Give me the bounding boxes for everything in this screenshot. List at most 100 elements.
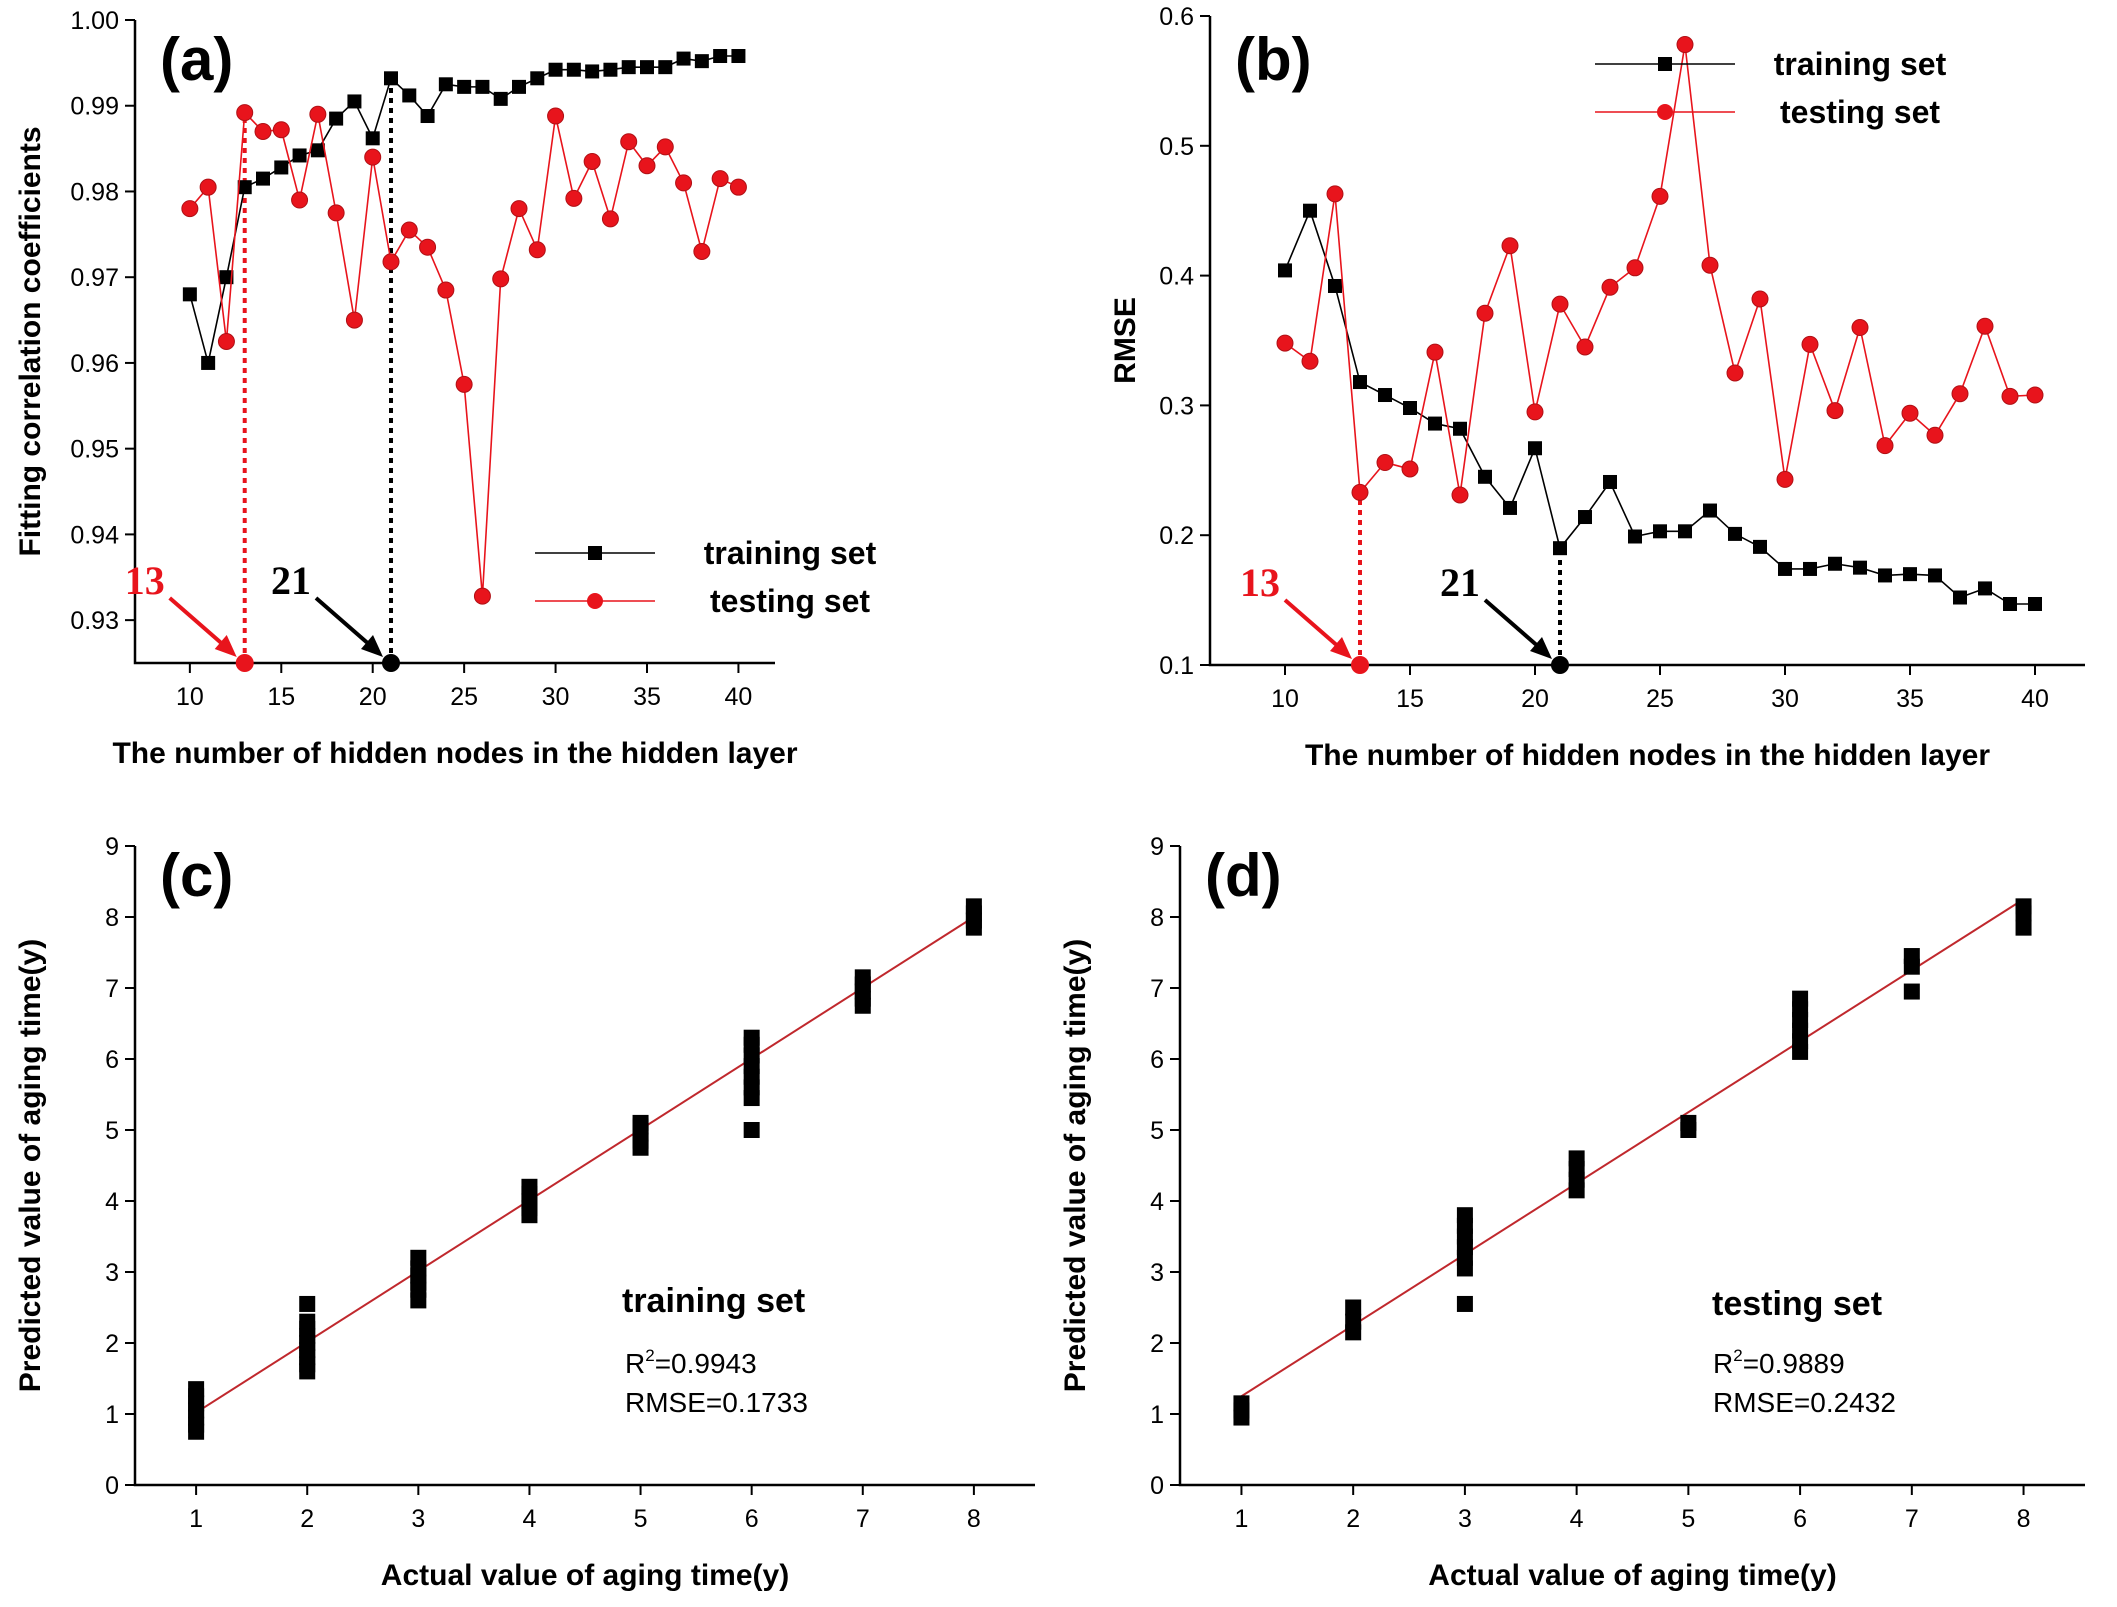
x-tick-label: 2 — [300, 1505, 314, 1533]
axes-frame — [133, 20, 775, 665]
data-point-testing — [1676, 36, 1694, 54]
y-tick-label: 0.97 — [70, 264, 119, 292]
data-point — [410, 1249, 427, 1266]
data-point-training — [1703, 503, 1717, 518]
data-point — [1903, 948, 1920, 965]
y-tick-label: 8 — [1150, 904, 1164, 932]
data-point-training — [1853, 560, 1867, 575]
fit-line — [195, 916, 975, 1414]
data-point — [188, 1381, 205, 1398]
data-point — [521, 1178, 538, 1195]
data-point-training — [1953, 590, 1967, 605]
y-tick-label: 0.2 — [1159, 522, 1194, 550]
data-point-training — [1878, 568, 1892, 583]
data-point-training — [2028, 596, 2042, 611]
x-tick-label: 8 — [2017, 1505, 2031, 1533]
annotation-label-21: 21 — [1440, 560, 1480, 605]
data-point-testing — [1651, 187, 1669, 205]
data-point — [1456, 1207, 1473, 1224]
data-point-training — [1653, 524, 1667, 539]
data-point-training — [493, 91, 508, 106]
data-point — [1792, 990, 1809, 1007]
y-axis-title: RMSE — [1109, 297, 1142, 384]
data-point-training — [219, 270, 234, 285]
data-point-testing — [1276, 334, 1294, 352]
y-tick-label: 5 — [1150, 1117, 1164, 1145]
x-tick-label: 20 — [1521, 685, 1549, 713]
legend-label-testing: testing set — [1780, 94, 1940, 130]
data-point-training — [585, 64, 600, 79]
y-tick-label: 3 — [105, 1259, 119, 1287]
annotation-arrowhead-21 — [1530, 637, 1552, 659]
legend-marker — [1658, 57, 1672, 71]
data-point-testing — [272, 121, 290, 139]
data-point — [1680, 1114, 1697, 1131]
x-tick-label: 5 — [634, 1505, 648, 1533]
data-point-testing — [400, 221, 418, 239]
x-tick-label: 6 — [1793, 1505, 1807, 1533]
x-tick-label: 25 — [450, 683, 478, 711]
data-point-testing — [1301, 352, 1319, 370]
data-point-training — [1928, 568, 1942, 583]
data-point-testing — [1876, 437, 1894, 455]
y-tick-label: 2 — [105, 1330, 119, 1358]
data-point-testing — [1426, 343, 1444, 361]
x-tick-label: 30 — [542, 683, 570, 711]
y-tick-label: 2 — [1150, 1330, 1164, 1358]
x-tick-label: 5 — [1681, 1505, 1695, 1533]
legend-label-training: training set — [704, 535, 877, 571]
y-tick-label: 0 — [105, 1472, 119, 1500]
data-point — [743, 1029, 760, 1046]
y-tick-label: 0.95 — [70, 436, 119, 464]
data-point-testing — [1801, 335, 1819, 353]
data-point — [1345, 1313, 1362, 1330]
data-point-training — [1353, 375, 1367, 390]
x-tick-label: 40 — [2021, 685, 2049, 713]
series-line-training — [189, 55, 739, 364]
data-point — [1568, 1150, 1585, 1167]
data-point-testing — [1576, 338, 1594, 356]
data-point-training — [201, 355, 216, 370]
data-point-training — [713, 49, 728, 64]
legend-label-testing: testing set — [710, 583, 870, 619]
y-axis-title: Predicted value of aging time(y) — [1059, 939, 1092, 1392]
x-axis-title: Actual value of aging time(y) — [1428, 1559, 1836, 1592]
data-point-training — [1478, 469, 1492, 484]
data-point-training — [420, 109, 435, 124]
x-tick-label: 20 — [359, 683, 387, 711]
annotation-dot-13 — [1351, 656, 1369, 674]
data-point — [854, 969, 871, 986]
data-point-training — [1628, 529, 1642, 544]
annotation-arrowhead-13 — [214, 635, 237, 657]
data-point — [1345, 1299, 1362, 1316]
y-tick-label: 0.93 — [70, 607, 119, 635]
data-point-training — [1978, 581, 1992, 596]
r-squared-text: R2=0.9943 — [625, 1346, 757, 1379]
y-tick-label: 4 — [1150, 1188, 1164, 1216]
x-tick-label: 1 — [1234, 1505, 1248, 1533]
data-point-testing — [1326, 185, 1344, 203]
data-point-testing — [217, 333, 235, 350]
y-tick-label: 1 — [1150, 1401, 1164, 1429]
data-point-training — [566, 62, 581, 77]
data-point-training — [365, 131, 380, 146]
y-tick-label: 6 — [105, 1046, 119, 1074]
x-tick-label: 8 — [967, 1505, 981, 1533]
y-tick-label: 4 — [105, 1188, 119, 1216]
y-tick-label: 0.3 — [1159, 392, 1194, 420]
data-point-training — [310, 143, 325, 158]
panel-b: 10 15 20 25 30 35 40 0.1 0.2 0.3 0.4 0.5 0.6 The numb… — [1109, 3, 2085, 772]
r-squared-symbol: R — [625, 1348, 645, 1379]
legend-marker — [1657, 104, 1673, 120]
data-point-testing — [199, 178, 217, 196]
y-tick-label: 9 — [1150, 833, 1164, 861]
data-point-testing — [601, 210, 619, 228]
data-point-testing — [1726, 364, 1744, 382]
data-point-testing — [1976, 317, 1994, 335]
data-point-training — [1303, 203, 1317, 218]
data-point-testing — [455, 375, 473, 393]
data-point-testing — [547, 107, 565, 125]
panel-letter: (b) — [1235, 26, 1312, 93]
panel-c: 1 2 3 4 5 6 7 8 0 1 2 3 4 5 6 7 8 9 Actual value of aging … — [14, 833, 1035, 1592]
data-point-testing — [419, 238, 437, 256]
